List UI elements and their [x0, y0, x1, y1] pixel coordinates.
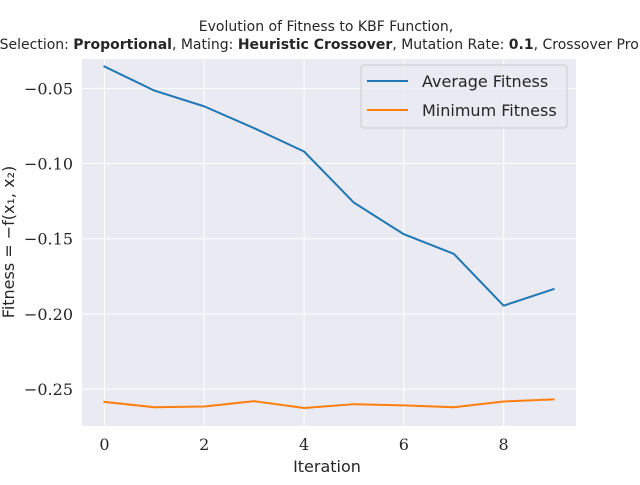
series-line-minimum-fitness — [103, 398, 555, 409]
legend-box — [360, 64, 568, 129]
legend-label-average-fitness: Average Fitness — [422, 72, 548, 91]
x-tick-label: 4 — [299, 435, 309, 454]
y-tick-label: −0.10 — [24, 155, 73, 174]
y-tick-label: −0.05 — [24, 79, 73, 98]
y-tick-label: −0.25 — [24, 380, 73, 399]
subtitle-selection-value: Proportional — [73, 37, 172, 53]
y-axis-label: Fitness = −f(x₁, x₂) — [0, 166, 18, 318]
y-tick-label: −0.20 — [24, 305, 73, 324]
series-lines — [103, 65, 555, 409]
chart-subtitle: Selection: Proportional, Mating: Heurist… — [0, 37, 640, 53]
subtitle-mating-value: Heuristic Crossover — [238, 37, 393, 53]
subtitle-mutation-value: 0.1 — [509, 37, 534, 53]
legend-label-minimum-fitness: Minimum Fitness — [422, 101, 557, 120]
x-tick-label: 2 — [199, 435, 209, 454]
x-tick-label: 0 — [99, 435, 109, 454]
subtitle-mutation-label: , Mutation Rate: — [392, 37, 508, 53]
legend: Average Fitness Minimum Fitness — [360, 64, 568, 129]
chart-title: Evolution of Fitness to KBF Function, — [199, 19, 453, 35]
subtitle-mating-label: , Mating: — [172, 37, 238, 53]
x-axis-label: Iteration — [293, 457, 361, 476]
x-tick-labels: 0 2 4 6 8 — [99, 435, 508, 454]
x-tick-label: 8 — [499, 435, 509, 454]
subtitle-crossover-label: , Crossover Prob: — [534, 37, 640, 53]
series-line-average-fitness — [103, 65, 555, 307]
y-tick-label: −0.15 — [24, 230, 73, 249]
x-tick-label: 6 — [399, 435, 409, 454]
subtitle-selection-label: Selection: — [0, 37, 73, 53]
y-tick-labels: −0.25 −0.20 −0.15 −0.10 −0.05 — [24, 79, 73, 399]
